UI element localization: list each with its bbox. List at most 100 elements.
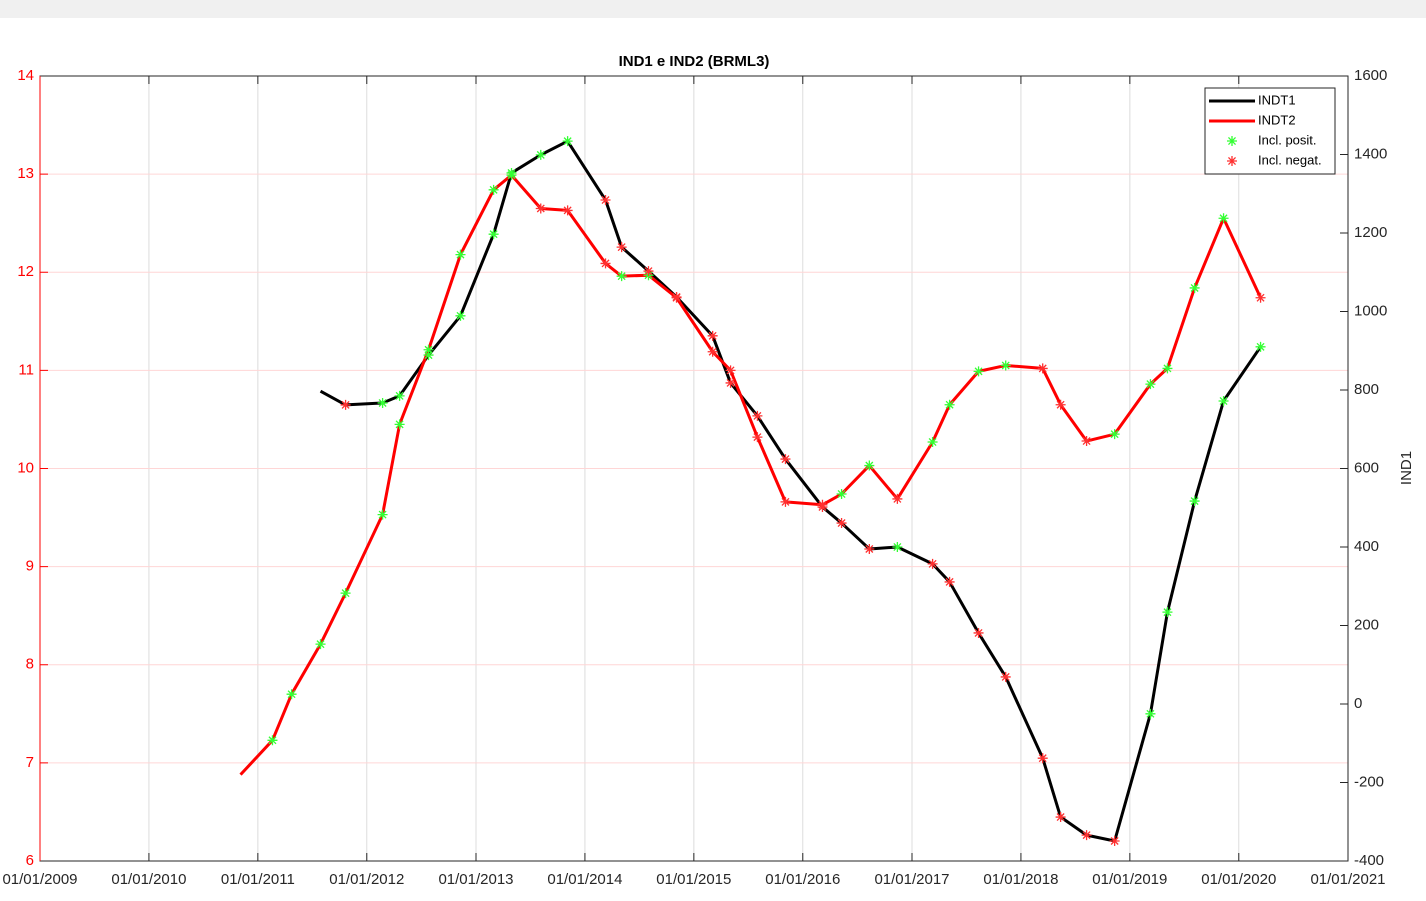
y-tick-label: 10 [17,459,34,476]
legend-marker [1227,156,1237,166]
y-tick-label: 8 [26,656,34,673]
marker [315,639,326,650]
y2-tick-label: -200 [1354,773,1384,790]
y-tick-label: 6 [26,852,34,869]
y2-tick-label: 1600 [1354,67,1387,84]
y2-tick-label: 1200 [1354,224,1387,241]
legend-label: Incl. posit. [1258,132,1317,147]
marker [535,149,546,160]
legend-label: Incl. negat. [1258,152,1322,167]
series-line [239,173,1262,776]
marker [455,249,466,260]
marker [1162,607,1173,618]
marker [707,330,718,341]
marker [780,454,791,465]
marker [394,390,405,401]
marker [927,437,938,448]
y2-tick-label: 1400 [1354,145,1387,162]
legend-marker [1227,136,1237,146]
marker [1037,363,1048,374]
y-tick-label: 11 [18,361,34,378]
marker [1189,496,1200,507]
x-tick-label: 01/01/2010 [111,871,186,888]
marker [973,366,984,377]
y-tick-label: 7 [26,754,34,771]
x-tick-label: 01/01/2021 [1310,871,1385,888]
marker [1255,292,1266,303]
marker [488,229,499,240]
x-tick-label: 01/01/2013 [438,871,513,888]
legend: INDT1 INDT2 Incl. posit. Incl. negat. [1204,87,1336,175]
marker [780,496,791,507]
marker [1162,363,1173,374]
marker [600,195,611,206]
figure-top-band [0,0,1426,18]
y2-tick-label: 1000 [1354,302,1387,319]
marker [1081,436,1092,447]
y2-tick-label: 400 [1354,538,1379,555]
marker [864,460,875,471]
x-tick-label: 01/01/2011 [221,871,295,888]
marker [944,399,955,410]
marker [725,377,736,388]
marker [725,365,736,376]
y2-tick-label: -400 [1354,852,1384,869]
marker [377,397,388,408]
marker [1109,835,1120,846]
chart-title: IND1 e IND2 (BRML3) [619,53,770,70]
marker [377,509,388,520]
x-tick-label: 01/01/2018 [983,871,1058,888]
marker [1218,395,1229,406]
marker [892,493,903,504]
y-tick-label: 9 [26,558,34,575]
marker [864,543,875,554]
marker [340,399,351,410]
marker [927,558,938,569]
marker [267,735,278,746]
x-tick-label: 01/01/2020 [1201,871,1276,888]
marker [423,350,434,361]
legend-label: INDT1 [1258,92,1296,107]
x-tick-label: 01/01/2015 [656,871,731,888]
x-tick-label: 01/01/2019 [1092,871,1167,888]
marker [643,266,654,277]
x-tick-label: 01/01/2012 [329,871,404,888]
x-tick-label: 01/01/2009 [2,871,77,888]
marker [600,258,611,269]
marker [1109,429,1120,440]
marker [616,271,627,282]
marker [1055,812,1066,823]
marker [1000,671,1011,682]
y2-tick-label: 800 [1354,381,1379,398]
y2-tick-label: 200 [1354,616,1379,633]
y-tick-label: 13 [17,165,34,182]
marker [562,205,573,216]
marker [616,242,627,253]
y-tick-label: 12 [17,263,34,280]
marker [1055,399,1066,410]
x-tick-label: 01/01/2016 [765,871,840,888]
marker [752,432,763,443]
x-tick-label: 01/01/2014 [547,871,622,888]
marker [1000,360,1011,371]
marker [340,588,351,599]
marker [394,419,405,430]
x-tick-label: 01/01/2017 [874,871,949,888]
marker [671,291,682,302]
marker [1189,282,1200,293]
marker [836,518,847,529]
marker [1081,830,1092,841]
marker [817,501,828,512]
marker [1145,379,1156,390]
marker [1145,708,1156,719]
marker [836,489,847,500]
marker [944,576,955,587]
marker [455,310,466,321]
legend-label: INDT2 [1258,112,1296,127]
marker [752,410,763,421]
marker [286,689,297,700]
marker [1218,213,1229,224]
marker [707,346,718,357]
marker [1037,753,1048,764]
